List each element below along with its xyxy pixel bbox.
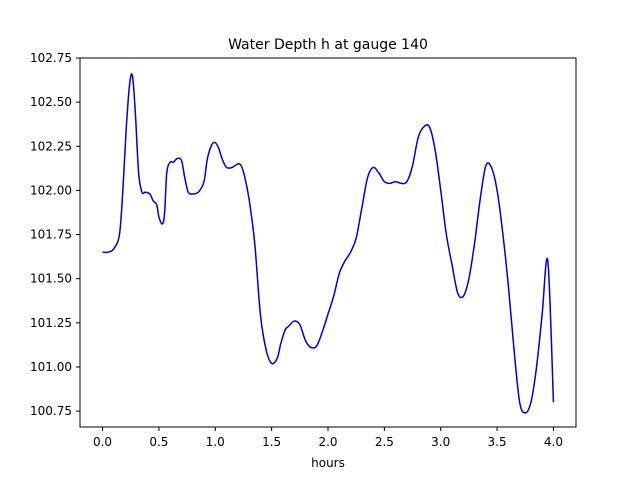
y-axis: 100.75 101.00 101.25 101.50 101.75 102.00 102.… [30,51,80,418]
x-tick-label: 3.0 [431,435,450,449]
x-tick-label: 3.5 [488,435,507,449]
y-tick-label: 102.00 [30,183,72,197]
y-tick-label: 102.75 [30,51,72,65]
x-tick-label: 1.5 [262,435,281,449]
x-tick-label: 0.0 [93,435,112,449]
x-tick-label: 0.5 [149,435,168,449]
y-tick-label: 101.00 [30,360,72,374]
y-tick-label: 102.50 [30,95,72,109]
y-tick-label: 101.75 [30,228,72,242]
y-tick-label: 100.75 [30,404,72,418]
x-axis-label: hours [311,456,345,470]
chart-title: Water Depth h at gauge 140 [228,37,428,53]
x-tick-label: 2.5 [375,435,394,449]
series-line-0 [102,73,555,414]
y-tick-label: 102.25 [30,139,72,153]
y-tick-label: 101.25 [30,316,72,330]
y-tick-label: 101.50 [30,272,72,286]
x-axis: 0.0 0.5 1.0 1.5 2.0 2.5 3.0 3.5 4.0 [93,427,563,449]
x-tick-label: 1.0 [206,435,225,449]
x-tick-label: 4.0 [544,435,563,449]
x-tick-label: 2.0 [318,435,337,449]
plot-area [102,73,555,414]
